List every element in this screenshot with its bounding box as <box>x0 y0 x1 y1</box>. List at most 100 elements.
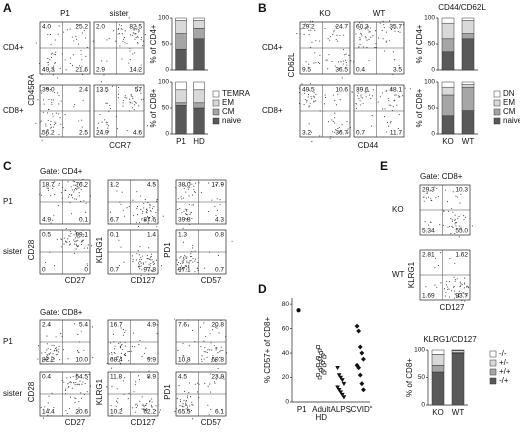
quadrant-value: 2.0 <box>96 24 105 31</box>
event-dot <box>437 195 439 197</box>
row-label: CD4+ <box>3 43 24 52</box>
event-dot <box>104 119 106 121</box>
event-dot <box>182 342 184 345</box>
event-dot <box>390 28 393 30</box>
event-dot <box>339 35 341 37</box>
event-dot <box>156 199 158 201</box>
event-dot <box>82 178 84 180</box>
event-dot <box>130 93 132 96</box>
quadrant-value: 10.3 <box>455 187 468 194</box>
panel-label: C <box>3 159 12 173</box>
event-dot <box>365 36 367 38</box>
event-dot <box>424 221 426 223</box>
event-dot <box>182 257 184 259</box>
event-dot <box>57 77 59 79</box>
event-dot <box>51 52 53 54</box>
event-dot <box>384 50 386 52</box>
event-dot <box>308 29 310 31</box>
event-dot <box>58 184 60 186</box>
event-dot <box>138 379 141 381</box>
event-dot <box>148 273 150 275</box>
event-dot <box>117 402 119 404</box>
event-dot <box>426 192 428 194</box>
event-dot <box>315 93 317 95</box>
event-dot <box>71 387 73 389</box>
event-dot <box>67 181 69 183</box>
y-tick-label: 50 <box>418 374 426 381</box>
event-dot <box>106 91 108 93</box>
event-dot <box>43 417 45 419</box>
quadrant-value: 57 <box>135 87 143 94</box>
quadrant-value: 93.7 <box>455 293 468 300</box>
quadrant-value: 20.8 <box>211 322 224 329</box>
event-dot <box>368 94 371 96</box>
event-dot <box>189 213 191 216</box>
event-dot <box>123 261 125 263</box>
event-dot <box>72 54 74 56</box>
x-tick-label: HD <box>193 137 205 146</box>
event-dot <box>215 346 217 348</box>
event-dot <box>136 206 139 208</box>
event-dot <box>122 105 124 107</box>
event-dot <box>367 26 369 28</box>
event-dot <box>41 139 43 141</box>
event-dot <box>460 226 462 228</box>
data-point <box>357 372 363 378</box>
event-dot <box>209 251 211 253</box>
event-dot <box>372 89 374 91</box>
event-dot <box>53 406 55 408</box>
event-dot <box>191 255 193 258</box>
event-dot <box>435 257 437 259</box>
event-dot <box>155 259 158 261</box>
event-dot <box>47 189 50 191</box>
event-dot <box>313 95 315 97</box>
event-dot <box>390 105 392 107</box>
event-dot <box>126 97 128 99</box>
event-dot <box>41 92 43 94</box>
event-dot <box>151 270 153 272</box>
event-dot <box>117 356 119 358</box>
bar-segment <box>431 371 445 406</box>
event-dot <box>76 235 78 237</box>
event-dot <box>140 64 142 66</box>
event-dot <box>86 46 88 48</box>
legend-swatch <box>489 359 497 367</box>
event-dot <box>383 116 386 118</box>
event-dot <box>117 33 119 35</box>
event-dot <box>210 391 212 393</box>
event-dot <box>344 54 346 56</box>
event-dot <box>42 361 44 363</box>
event-dot <box>138 68 140 70</box>
event-dot <box>361 28 363 30</box>
event-dot <box>41 73 43 75</box>
quadrant-value: 11.8 <box>110 374 123 381</box>
event-dot <box>386 131 388 133</box>
y-axis-label: CD28 <box>27 239 36 260</box>
event-dot <box>155 405 157 407</box>
event-dot <box>81 119 83 121</box>
event-dot <box>55 123 57 125</box>
quadrant-value: 4.5 <box>147 182 156 189</box>
event-dot <box>190 260 192 262</box>
x-axis-label: CD27 <box>65 276 86 285</box>
bar-segment <box>175 33 187 50</box>
quadrant-value: 64.5 <box>75 374 88 381</box>
event-dot <box>51 392 53 394</box>
event-dot <box>370 27 372 29</box>
event-dot <box>42 111 44 113</box>
quadrant-value: 0.8 <box>215 232 224 239</box>
event-dot <box>113 352 115 354</box>
bar-segment <box>431 365 445 373</box>
event-dot <box>120 344 122 346</box>
event-dot <box>153 263 155 266</box>
event-dot <box>70 186 72 188</box>
event-dot <box>382 38 384 40</box>
event-dot <box>50 348 52 351</box>
bar-segment <box>175 17 187 21</box>
event-dot <box>73 40 75 42</box>
event-dot <box>189 182 191 184</box>
event-dot <box>132 98 134 100</box>
row-label: sister <box>3 389 22 398</box>
event-dot <box>62 127 64 129</box>
event-dot <box>74 397 76 399</box>
